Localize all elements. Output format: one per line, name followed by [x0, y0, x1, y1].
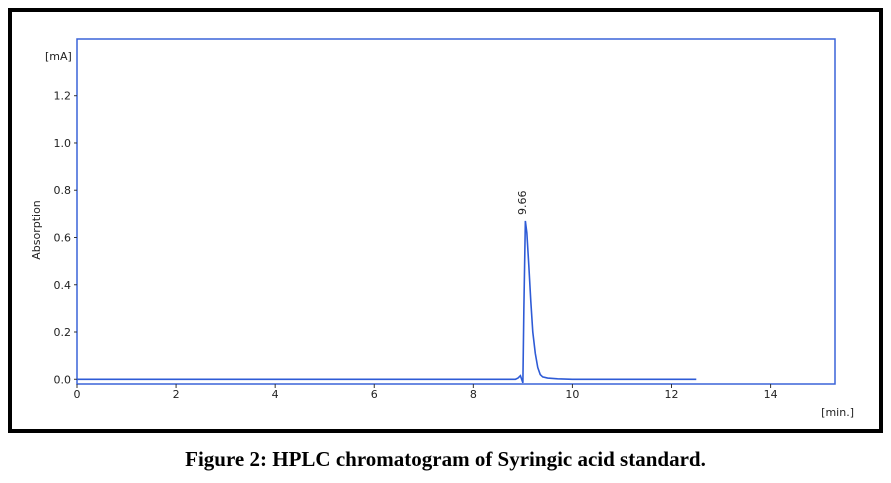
- y-tick-label: 0.8: [54, 184, 72, 197]
- y-tick-label: 0.4: [54, 279, 72, 292]
- figure-caption: Figure 2: HPLC chromatogram of Syringic …: [185, 447, 706, 471]
- chromatogram-trace: [77, 220, 697, 384]
- x-tick-label: 12: [665, 388, 679, 401]
- x-tick-label: 2: [173, 388, 180, 401]
- plot-area: [76, 38, 836, 385]
- y-tick-label: 1.0: [54, 137, 72, 150]
- x-tick-label: 10: [565, 388, 579, 401]
- y-axis-title: Absorption: [30, 200, 43, 260]
- y-unit-label: [mA]: [45, 50, 72, 63]
- axis-ticks: 0 2 4 6 8 10 12 14 0.0 0.2 0.4 0.6 0.8 1.0 1.2: [54, 90, 778, 401]
- x-axis-title: [min.]: [821, 406, 854, 419]
- x-tick-label: 8: [470, 388, 477, 401]
- x-tick-label: 4: [272, 388, 279, 401]
- chromatogram-chart: [mA] Absorption [min.] 0 2 4 6 8 10 12 14 0.0 0.2…: [30, 38, 854, 419]
- peak-label: 9.66: [516, 190, 529, 215]
- y-tick-label: 1.2: [54, 90, 72, 103]
- y-tick-label: 0.0: [54, 373, 72, 386]
- x-tick-label: 6: [371, 388, 378, 401]
- figure-frame: [8, 8, 883, 433]
- y-tick-label: 0.6: [54, 231, 72, 244]
- y-tick-label: 0.2: [54, 326, 72, 339]
- x-tick-label: 14: [764, 388, 778, 401]
- x-tick-label: 0: [74, 388, 81, 401]
